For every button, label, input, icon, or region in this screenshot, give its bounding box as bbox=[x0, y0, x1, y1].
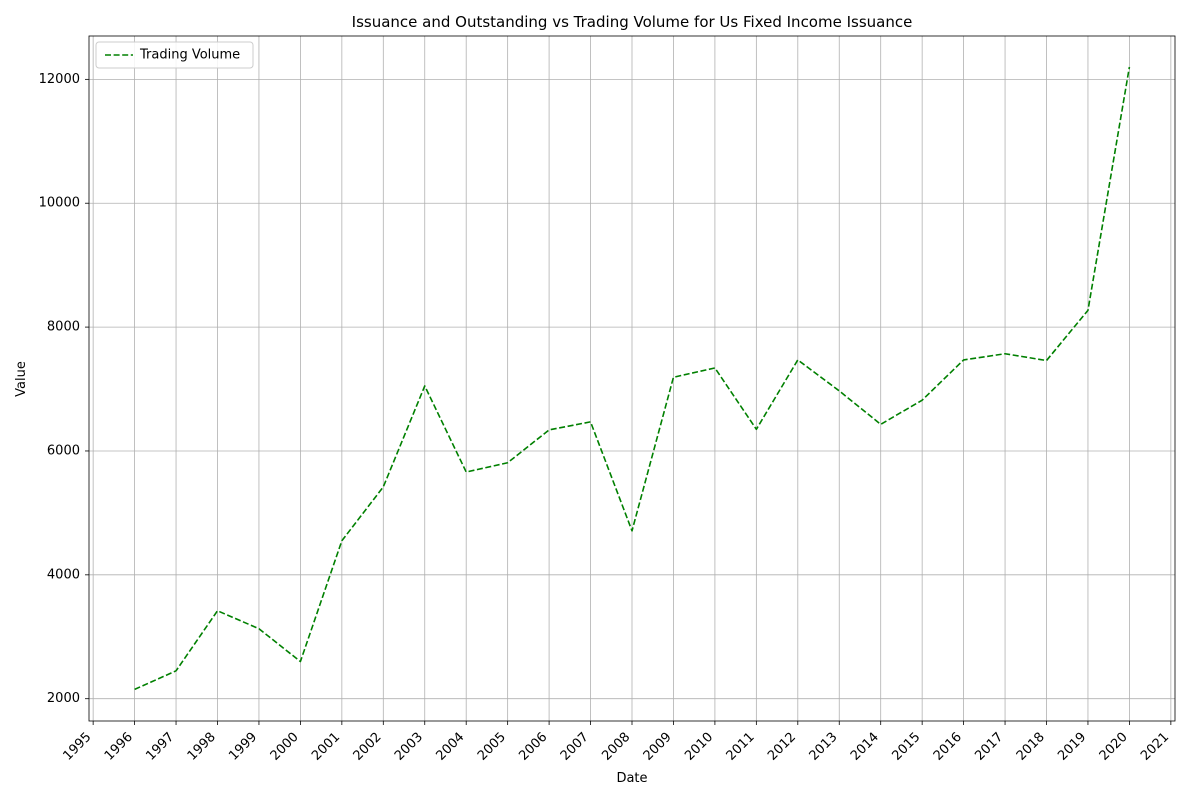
x-tick-label: 2009 bbox=[641, 730, 675, 764]
x-tick-label: 2018 bbox=[1014, 730, 1048, 764]
x-tick-label: 2005 bbox=[475, 730, 509, 764]
y-tick-label: 12000 bbox=[39, 72, 80, 87]
x-tick-label: 1997 bbox=[143, 730, 177, 764]
legend-label: Trading Volume bbox=[139, 48, 240, 63]
x-tick-label: 2012 bbox=[765, 730, 799, 764]
x-tick-label: 2003 bbox=[392, 730, 426, 764]
x-tick-label: 2013 bbox=[807, 730, 841, 764]
y-tick-label: 4000 bbox=[47, 567, 80, 582]
x-axis-title: Date bbox=[616, 771, 647, 786]
y-axis-title: Value bbox=[14, 361, 29, 397]
x-tick-label: 2004 bbox=[433, 730, 467, 764]
x-tick-label: 2015 bbox=[889, 730, 923, 764]
x-tick-label: 2010 bbox=[682, 730, 716, 764]
y-tick-label: 10000 bbox=[39, 196, 80, 211]
x-tick-label: 2001 bbox=[309, 730, 343, 764]
grid bbox=[89, 36, 1175, 721]
y-tick-label: 2000 bbox=[47, 691, 80, 706]
x-tick-label: 2020 bbox=[1097, 730, 1131, 764]
x-tick-label: 2008 bbox=[599, 730, 633, 764]
x-tick-label: 2006 bbox=[516, 730, 550, 764]
x-tick-label: 2011 bbox=[724, 730, 758, 764]
x-tick-label: 1998 bbox=[185, 730, 219, 764]
x-tick-label: 2002 bbox=[351, 730, 385, 764]
x-tick-label: 2019 bbox=[1055, 730, 1089, 764]
x-tick-label: 2021 bbox=[1138, 730, 1172, 764]
series-line-trading-volume bbox=[134, 66, 1131, 691]
x-tick-label: 2014 bbox=[848, 730, 882, 764]
legend-box bbox=[95, 41, 254, 69]
y-tick-label: 8000 bbox=[47, 320, 80, 335]
plot-frame bbox=[88, 35, 1176, 722]
x-tick-label: 1996 bbox=[102, 730, 136, 764]
legend: Trading Volume bbox=[95, 41, 254, 69]
x-tick-label: 2000 bbox=[268, 730, 302, 764]
y-tick-label: 6000 bbox=[47, 443, 80, 458]
x-tick-label: 1995 bbox=[60, 730, 94, 764]
x-tick-label: 2007 bbox=[558, 730, 592, 764]
chart-title: Issuance and Outstanding vs Trading Volu… bbox=[352, 13, 913, 31]
x-tick-label: 1999 bbox=[226, 730, 260, 764]
series-layer bbox=[134, 66, 1131, 691]
axes: 1995 1996 1997 1998 1999 2000 2001 2002 2003 2004… bbox=[39, 35, 1176, 764]
x-tick-label: 2016 bbox=[931, 730, 965, 764]
x-tick-label: 2017 bbox=[972, 730, 1006, 764]
